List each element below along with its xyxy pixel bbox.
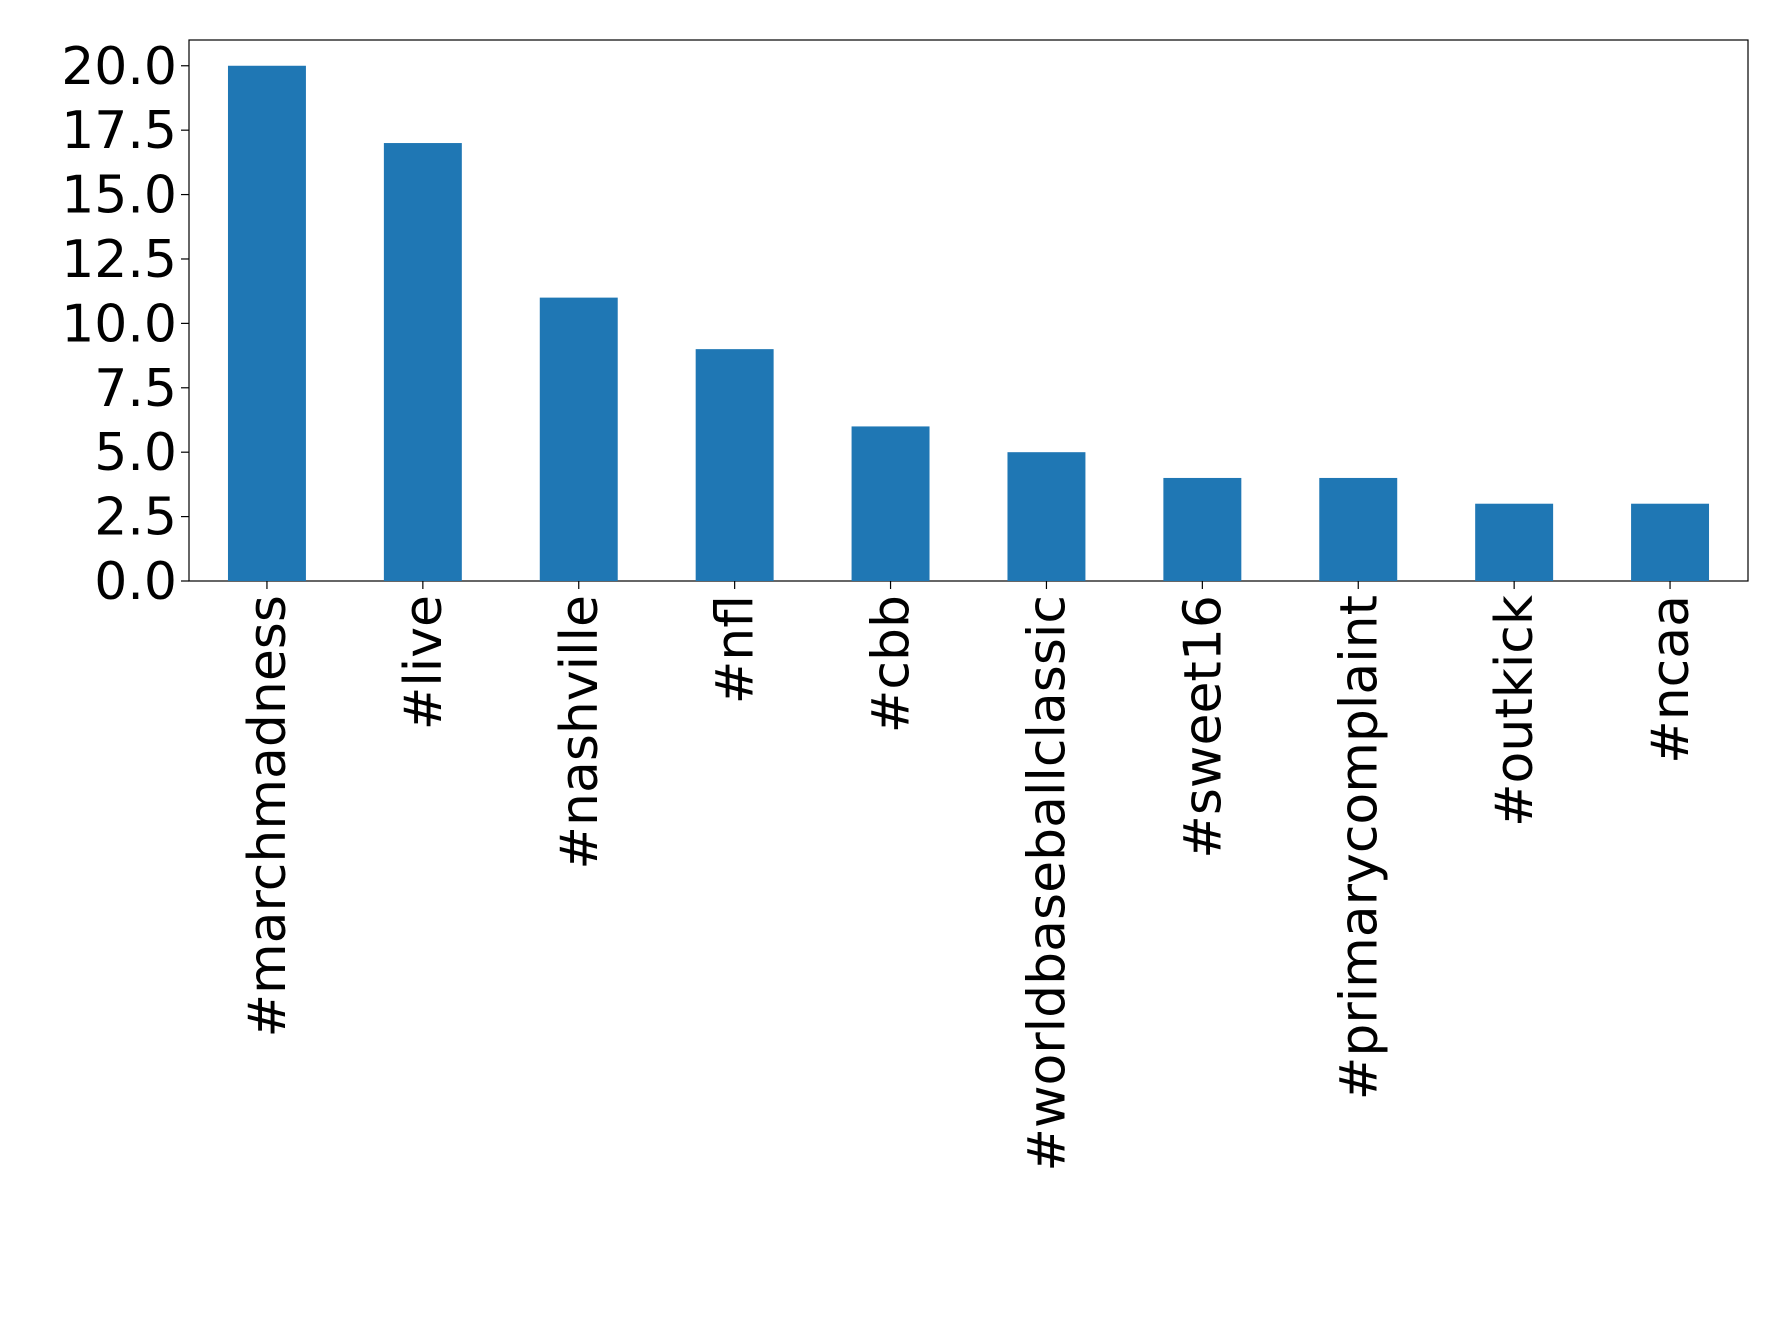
bar xyxy=(1319,477,1398,581)
x-tick-label: #cbb xyxy=(862,595,922,733)
x-tick-label: #marchmadness xyxy=(238,595,298,1038)
x-tick-label: #live xyxy=(394,595,454,730)
x-tick-label: #primarycomplaint xyxy=(1329,595,1389,1100)
bar xyxy=(539,297,618,581)
bar xyxy=(383,143,462,582)
x-tick-label: #nashville xyxy=(550,595,610,870)
y-tick-label: 20.0 xyxy=(61,37,177,97)
y-tick-label: 0.0 xyxy=(94,552,177,612)
y-tick-label: 15.0 xyxy=(61,166,177,226)
bar xyxy=(851,426,930,581)
bar xyxy=(1163,477,1242,581)
bar xyxy=(1475,503,1554,581)
plot-frame xyxy=(188,39,1749,582)
bar xyxy=(1631,503,1710,581)
bar xyxy=(227,65,306,581)
y-tick-label: 2.5 xyxy=(94,488,177,548)
y-tick-label: 17.5 xyxy=(61,101,177,161)
x-tick-label: #sweet16 xyxy=(1173,595,1233,859)
x-tick-label: #outkick xyxy=(1485,595,1545,827)
x-tick-label: #worldbaseballclassic xyxy=(1017,595,1077,1172)
bar xyxy=(695,349,774,581)
bar xyxy=(1007,452,1086,581)
y-tick-label: 10.0 xyxy=(61,294,177,354)
y-tick-label: 5.0 xyxy=(94,423,177,483)
x-tick-label: #nfl xyxy=(706,595,766,704)
y-tick-label: 7.5 xyxy=(94,359,177,419)
x-tick-label: #ncaa xyxy=(1641,595,1701,764)
y-tick-label: 12.5 xyxy=(61,230,177,290)
